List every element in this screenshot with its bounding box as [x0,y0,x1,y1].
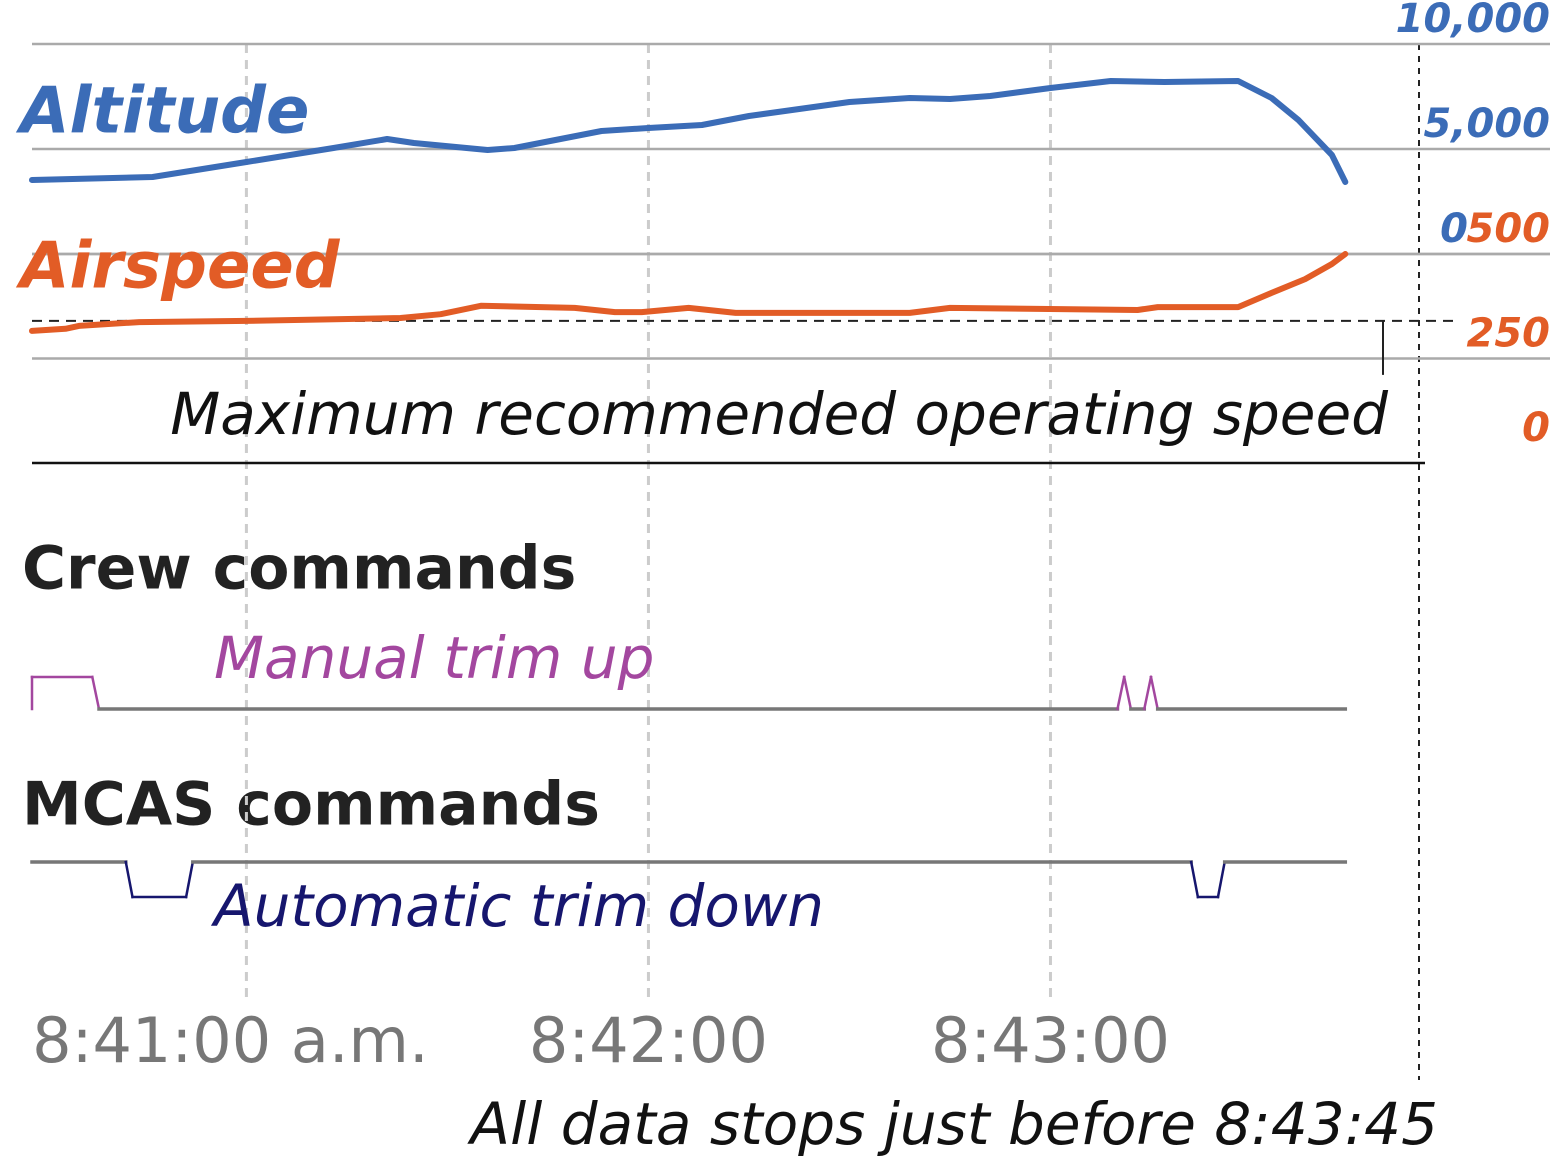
threshold-label: Maximum recommended operating speed [170,380,1389,448]
series-line [29,78,1349,185]
trace-segment [1122,675,1133,711]
x-tick-label: 8:42:00 [529,1004,768,1077]
trace-segment [1149,675,1160,711]
x-tick-label: 8:41:00 a.m. [32,1004,429,1077]
series-label: Airspeed [15,230,341,304]
series-line [29,251,1349,334]
trace-segment [184,860,195,899]
series-label: Manual trim up [214,624,654,692]
y-tick-label: 0 [1522,405,1550,451]
y-tick-label: 5,000 [1423,101,1550,147]
y-tick-label: 250 [1467,311,1551,357]
trace-segment [1216,860,1227,899]
series-label: Automatic trim down [210,872,824,940]
trace-segment [1189,860,1200,899]
y-tick-label: 0 [1440,206,1468,252]
y-tick-label: 500 [1467,206,1551,252]
trace-segment [124,860,134,899]
trace-segment [1115,675,1126,711]
annotation: All data stops just before 8:43:45 [466,1090,1438,1158]
trace-segment [90,675,101,711]
series-label: Altitude [15,75,309,149]
x-tick-label: 8:43:00 [931,1004,1170,1077]
y-tick-label: 10,000 [1396,0,1550,42]
panel-title: Crew commands [22,534,576,604]
trace-segment [1142,675,1153,711]
panel-title: MCAS commands [22,770,600,840]
